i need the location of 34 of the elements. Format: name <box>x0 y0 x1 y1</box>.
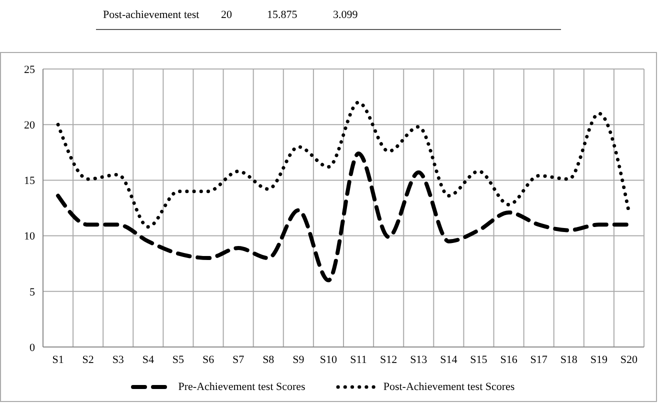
y-tick-label: 20 <box>24 120 36 132</box>
x-tick-label: S5 <box>172 354 185 366</box>
y-tick-label: 0 <box>30 342 36 354</box>
legend-label: Post-Achievement test Scores <box>383 381 515 393</box>
y-tick-label: 25 <box>24 64 36 76</box>
x-tick-label: S19 <box>590 354 608 366</box>
x-tick-label: S4 <box>142 354 154 366</box>
y-tick-label: 5 <box>30 286 36 298</box>
x-tick-label: S6 <box>202 354 215 366</box>
x-tick-label: S3 <box>112 354 124 366</box>
y-tick-label: 15 <box>24 175 36 188</box>
x-tick-label: S8 <box>262 354 275 366</box>
x-tick-label: S11 <box>350 354 367 366</box>
text: 3.099 <box>333 9 358 21</box>
x-tick-label: S1 <box>52 354 64 366</box>
x-tick-label: S2 <box>82 354 94 366</box>
x-tick-label: S10 <box>320 354 338 366</box>
x-tick-label: S20 <box>620 354 638 366</box>
x-tick-label: S13 <box>410 354 428 366</box>
x-tick-label: S14 <box>440 354 458 366</box>
text: Post-achievement test <box>103 9 200 21</box>
x-tick-label: S17 <box>530 354 548 366</box>
y-tick-label: 10 <box>24 230 36 243</box>
text: 15.875 <box>267 9 298 21</box>
line-series <box>56 152 631 282</box>
text: 20 <box>221 9 232 21</box>
x-tick-label: S16 <box>500 354 518 366</box>
line-series <box>56 100 631 229</box>
x-tick-label: S12 <box>380 354 398 366</box>
x-tick-label: S15 <box>470 354 488 366</box>
legend-label: Pre-Achievement test Scores <box>178 381 306 393</box>
x-tick-label: S18 <box>560 354 578 366</box>
x-tick-label: S7 <box>232 354 245 366</box>
x-tick-label: S9 <box>292 354 305 366</box>
